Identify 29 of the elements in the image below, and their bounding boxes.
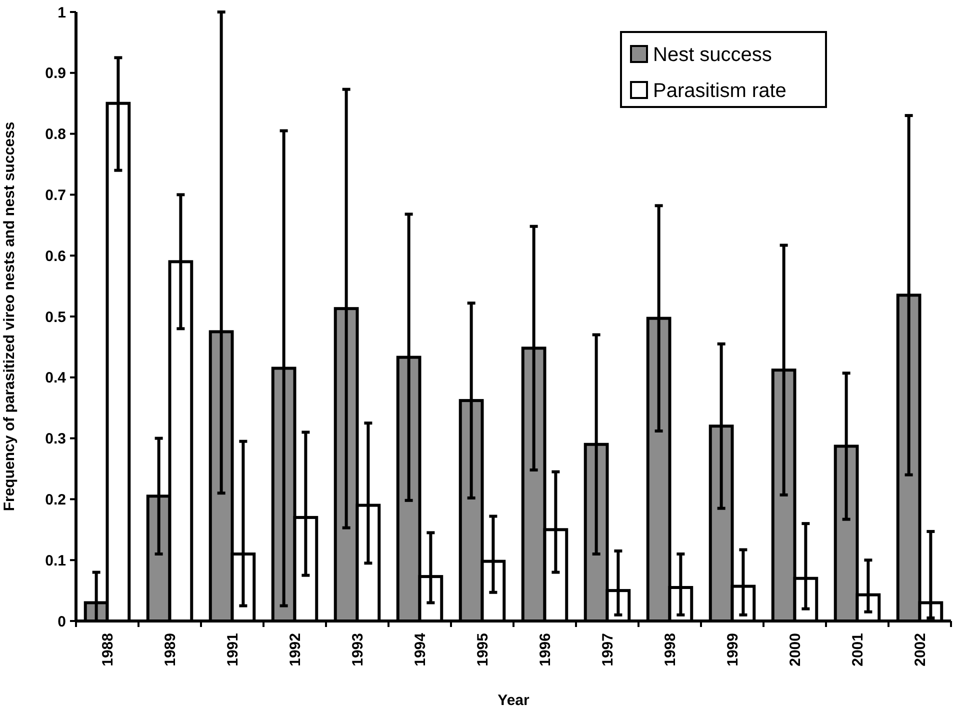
y-tick-label: 0.5	[45, 308, 66, 326]
y-tick-label: 0.4	[45, 370, 67, 387]
x-tick-label: 2002	[912, 633, 929, 666]
x-tick-label: 1989	[162, 633, 179, 666]
y-axis-title: Frequency of parasitized vireo nests and nest success	[1, 122, 18, 512]
legend-label: Parasitism rate	[653, 80, 786, 102]
x-tick-label: 1994	[412, 632, 429, 666]
x-tick-label: 1988	[100, 633, 116, 666]
y-tick-label: 0.6	[45, 248, 66, 265]
x-tick-label: 1993	[350, 633, 366, 666]
y-tick-label: 0.1	[45, 552, 66, 570]
x-tick-label: 2001	[850, 633, 866, 666]
x-tick-label: 1995	[474, 633, 492, 666]
x-axis-title: Year	[498, 692, 530, 709]
x-tick-label: 1991	[224, 633, 242, 666]
x-tick-label: 1992	[287, 633, 304, 666]
y-tick-label: 1	[58, 4, 66, 22]
x-tick-label: 2000	[787, 633, 804, 666]
legend-label: Nest success	[653, 44, 772, 66]
x-tick-label: 1997	[600, 633, 616, 666]
x-tick-label: 1996	[537, 633, 554, 666]
y-tick-label: 0.2	[45, 491, 66, 508]
y-tick-label: 0	[58, 613, 66, 630]
y-tick-label: 0.7	[45, 186, 66, 204]
y-tick-label: 0.8	[45, 126, 66, 144]
x-tick-label: 1999	[724, 633, 742, 666]
x-tick-label: 1998	[662, 633, 679, 666]
y-tick-label: 0.9	[45, 65, 66, 82]
y-tick-label: 0.3	[45, 430, 66, 448]
